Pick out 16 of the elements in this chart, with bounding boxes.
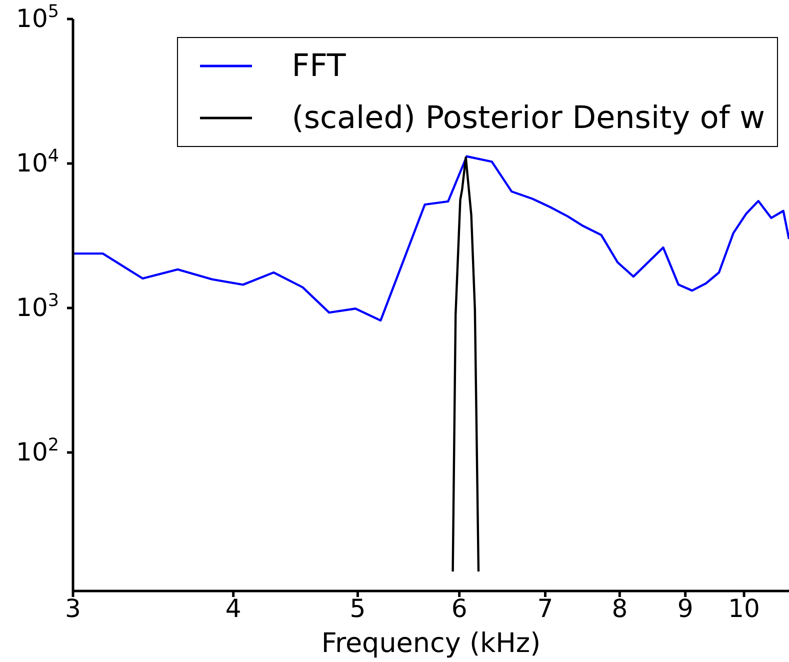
- x-tick-label: 10: [728, 594, 760, 623]
- x-axis-title: Frequency (kHz): [321, 628, 541, 659]
- y-tick-label: 10$^{2}$: [16, 435, 59, 466]
- legend-label: (scaled) Posterior Density of w: [292, 99, 765, 138]
- x-tick-label: 9: [677, 594, 694, 623]
- x-tick-label: 4: [225, 594, 242, 623]
- x-tick-label: 3: [65, 594, 81, 623]
- y-tick-label: 10$^{4}$: [16, 146, 59, 178]
- legend-label: FFT: [292, 47, 346, 86]
- y-tick-label: 10$^{3}$: [16, 290, 59, 322]
- x-tick-label: 7: [537, 594, 554, 623]
- x-tick-label: 5: [350, 594, 366, 623]
- y-tick-label: 10$^{5}$: [16, 2, 59, 33]
- x-tick-label: 6: [451, 594, 468, 623]
- line-series: [452, 156, 480, 573]
- x-tick-label: 8: [612, 594, 628, 623]
